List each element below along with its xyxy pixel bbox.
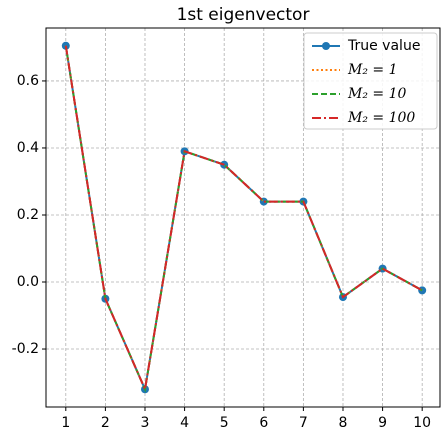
x-tick-label: 3: [141, 415, 150, 431]
y-tick-label: -0.2: [12, 341, 39, 357]
y-tick-label: 0.0: [17, 274, 39, 290]
x-tick-label: 1: [61, 415, 70, 431]
y-tick-label: 0.4: [17, 140, 39, 156]
legend-label: M₂ = 10: [347, 86, 406, 102]
series-line: [64, 45, 423, 393]
x-tick-label: 5: [220, 415, 229, 431]
x-tick-label: 10: [413, 415, 431, 431]
series-line: [64, 45, 423, 393]
x-tick-label: 7: [299, 415, 308, 431]
legend: True value M₂ = 1 M₂ = 10 M₂ = 100: [303, 32, 438, 130]
legend-box: [303, 32, 438, 130]
y-tick-label: 0.2: [17, 207, 39, 223]
chart-title: 1st eigenvector: [177, 5, 310, 25]
x-tick-label: 4: [180, 415, 189, 431]
x-tick-label: 6: [259, 415, 268, 431]
plot-frame: [45, 27, 441, 408]
x-tick-label: 8: [339, 415, 348, 431]
x-tick-label: 2: [101, 415, 110, 431]
legend-label: M₂ = 100: [347, 110, 415, 126]
legend-marker: [322, 42, 330, 50]
legend-label: M₂ = 1: [347, 62, 398, 78]
y-tick-label: 0.6: [17, 73, 39, 89]
legend-label: True value: [347, 38, 420, 54]
x-tick-label: 9: [378, 415, 387, 431]
